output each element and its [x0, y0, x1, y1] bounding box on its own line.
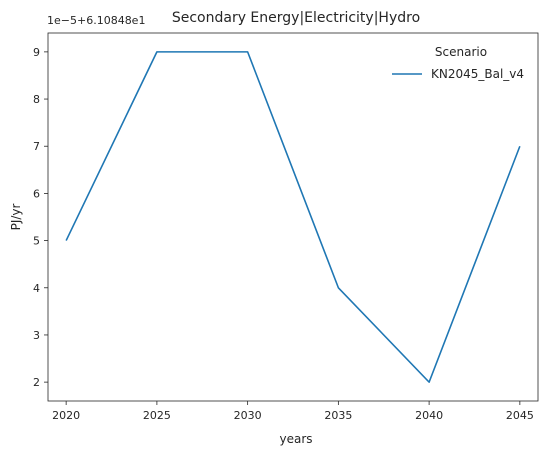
x-tick-label: 2040	[415, 409, 443, 422]
x-tick-label: 2025	[143, 409, 171, 422]
x-tick-label: 2045	[506, 409, 534, 422]
y-tick-label: 8	[33, 93, 40, 106]
x-tick-label: 2020	[52, 409, 80, 422]
plot-border	[47, 32, 539, 402]
y-tick-label: 2	[33, 376, 40, 389]
x-tick-label: 2030	[234, 409, 262, 422]
series-line	[65, 51, 521, 383]
series-layer	[65, 51, 521, 383]
y-tick-label: 5	[33, 235, 40, 248]
y-axis: 2 3 4 5 6 7 8 9	[33, 46, 48, 389]
x-axis-label: years	[279, 432, 312, 446]
legend: Scenario KN2045_Bal_v4	[392, 45, 524, 81]
plot-area	[47, 32, 539, 402]
chart-title: Secondary Energy|Electricity|Hydro	[172, 10, 420, 26]
legend-title: Scenario	[435, 45, 487, 59]
y-tick-label: 4	[33, 282, 40, 295]
y-axis-offset-label: 1e−5+6.10848e1	[47, 14, 145, 27]
legend-entry-label: KN2045_Bal_v4	[431, 67, 524, 81]
y-tick-label: 7	[33, 140, 40, 153]
y-tick-label: 3	[33, 329, 40, 342]
y-axis-label: PJ/yr	[9, 204, 23, 231]
x-tick-label: 2035	[324, 409, 352, 422]
y-tick-label: 9	[33, 46, 40, 59]
x-axis: 2020 2025 2030 2035 2040 2045	[52, 401, 534, 422]
y-tick-label: 6	[33, 187, 40, 200]
